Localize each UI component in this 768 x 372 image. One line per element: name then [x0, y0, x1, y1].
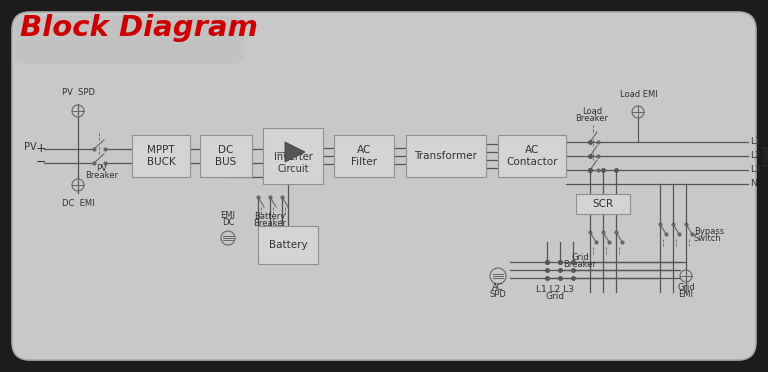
- FancyBboxPatch shape: [132, 135, 190, 177]
- Text: Breaker: Breaker: [564, 260, 597, 269]
- Text: Grid: Grid: [571, 253, 589, 262]
- Text: L1: L1: [750, 138, 761, 147]
- FancyBboxPatch shape: [14, 16, 244, 64]
- FancyBboxPatch shape: [406, 135, 486, 177]
- Text: SPD: SPD: [489, 290, 506, 299]
- FancyBboxPatch shape: [334, 135, 394, 177]
- Text: Inverter
Circuit: Inverter Circuit: [273, 152, 313, 174]
- Text: DC
BUS: DC BUS: [215, 145, 237, 167]
- Text: Load: Load: [582, 107, 602, 116]
- Text: EMI: EMI: [678, 290, 694, 299]
- FancyBboxPatch shape: [263, 128, 323, 184]
- FancyBboxPatch shape: [12, 12, 756, 360]
- Polygon shape: [285, 142, 305, 162]
- Text: Battery: Battery: [254, 212, 286, 221]
- Text: MPPT
BUCK: MPPT BUCK: [147, 145, 175, 167]
- Text: PV  SPD: PV SPD: [61, 88, 94, 97]
- Text: Bypass: Bypass: [694, 227, 724, 236]
- Text: N: N: [750, 180, 756, 189]
- Text: Load EMI: Load EMI: [620, 90, 658, 99]
- Text: Switch: Switch: [694, 234, 722, 243]
- Text: Load: Load: [762, 144, 768, 166]
- Text: Breaker: Breaker: [575, 114, 608, 123]
- Text: −: −: [36, 155, 47, 169]
- Text: PV: PV: [24, 142, 37, 152]
- Text: AC
Contactor: AC Contactor: [506, 145, 558, 167]
- Text: Breaker: Breaker: [253, 219, 286, 228]
- FancyBboxPatch shape: [576, 194, 630, 214]
- Text: PV: PV: [97, 164, 108, 173]
- Text: DC: DC: [222, 218, 234, 227]
- Text: Breaker: Breaker: [85, 171, 118, 180]
- Text: Grid: Grid: [545, 292, 564, 301]
- Text: Grid: Grid: [677, 283, 695, 292]
- FancyBboxPatch shape: [498, 135, 566, 177]
- Text: L1 L2 L3: L1 L2 L3: [536, 285, 574, 294]
- FancyBboxPatch shape: [200, 135, 252, 177]
- Text: DC  EMI: DC EMI: [61, 199, 94, 208]
- FancyBboxPatch shape: [258, 226, 318, 264]
- Text: +: +: [36, 141, 47, 154]
- Text: SCR: SCR: [592, 199, 614, 209]
- Text: L2: L2: [750, 151, 760, 160]
- Text: Block Diagram: Block Diagram: [20, 14, 258, 42]
- Text: Battery: Battery: [269, 240, 307, 250]
- Text: EMI: EMI: [220, 211, 236, 220]
- Text: AC: AC: [492, 283, 504, 292]
- Text: Transformer: Transformer: [415, 151, 478, 161]
- Text: AC
Filter: AC Filter: [351, 145, 377, 167]
- Text: L3: L3: [750, 166, 761, 174]
